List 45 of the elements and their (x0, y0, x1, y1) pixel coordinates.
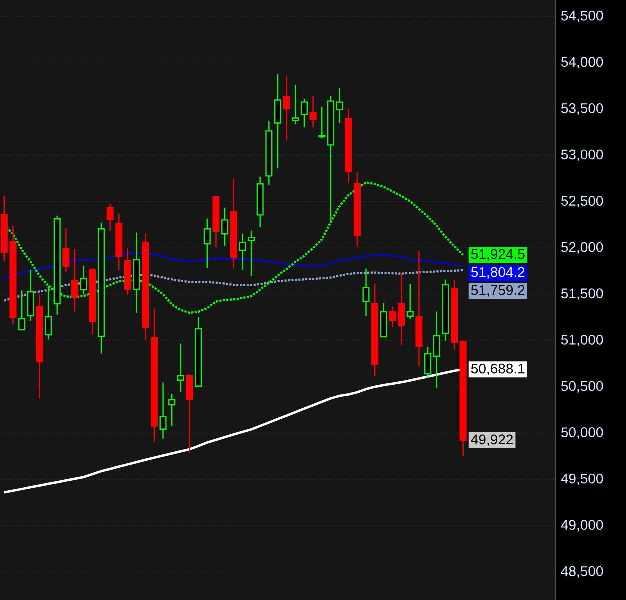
y-tick-label: 54,000 (561, 57, 604, 69)
candlestick (362, 268, 370, 318)
y-tick-label: 52,000 (561, 242, 604, 254)
candlestick (204, 218, 211, 270)
y-tick-label: 50,000 (561, 428, 604, 440)
y-tick-label: 51,000 (561, 334, 604, 347)
y-tick-label: 51,500 (561, 288, 604, 300)
candlestick (239, 233, 246, 272)
candlestick (318, 106, 326, 140)
candlestick (248, 230, 256, 278)
candlestick (186, 373, 194, 454)
data-label: 51,804.2 (471, 267, 525, 279)
candlestick (222, 207, 229, 248)
candlestick (433, 311, 440, 390)
candlestick (424, 346, 432, 379)
y-tick-label: 52,500 (561, 196, 604, 208)
candlestick (283, 75, 290, 142)
y-tick-label: 49,500 (561, 474, 604, 486)
y-tick-label: 50,500 (561, 381, 604, 393)
candlestick (27, 269, 34, 322)
candlestick (168, 393, 176, 427)
candlestick (106, 203, 114, 232)
y-tick-label: 54,500 (561, 10, 604, 22)
data-label: 50,688.1 (471, 364, 525, 376)
candlestick (300, 98, 308, 128)
candlestick (177, 343, 184, 393)
y-tick-label: 53,000 (561, 150, 604, 162)
y-tick-label: 49,000 (561, 520, 604, 532)
candlestick (80, 265, 88, 296)
candlestick (406, 283, 414, 320)
candlestick (389, 306, 396, 328)
y-tick-label: 48,500 (561, 566, 604, 578)
candlestick (310, 95, 317, 128)
text: 49,922 (471, 434, 513, 446)
candlestick (62, 228, 70, 274)
candlestick (336, 87, 344, 124)
candlestick (160, 382, 167, 440)
data-label: 51,759.2 (471, 285, 525, 297)
y-tick-label: 53,500 (561, 103, 604, 116)
candlestick (72, 248, 79, 312)
candlestick (398, 273, 406, 346)
candlestick (18, 290, 26, 332)
data-label: 51,924.5 (471, 249, 525, 261)
candlestick (292, 84, 300, 126)
candlestick (274, 73, 282, 170)
